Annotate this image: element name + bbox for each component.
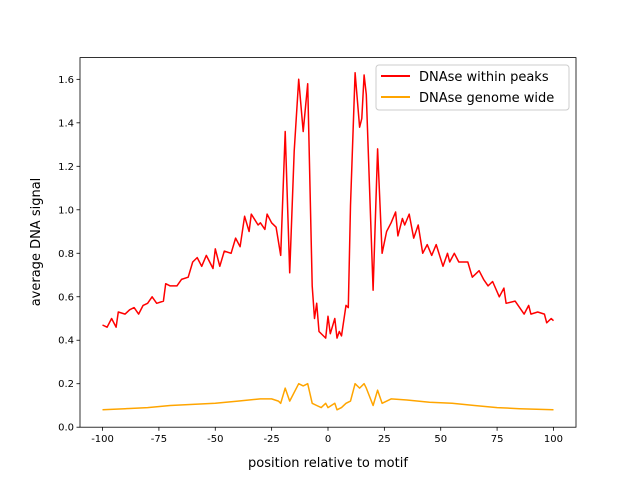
x-axis: -100 -75 -50 -25 0 25 50 75 100 [91, 427, 563, 445]
y-tick-label: 0.0 [58, 423, 74, 434]
legend: DNAse within peaks DNAse genome wide [375, 64, 570, 111]
y-axis-label: average DNA signal [29, 178, 44, 307]
y-tick-label: 1.2 [58, 162, 74, 173]
x-tick-label: 0 [325, 434, 331, 445]
y-tick-label: 0.2 [58, 379, 74, 390]
x-tick-label: 100 [544, 434, 563, 445]
legend-label-peaks: DNAse within peaks [419, 70, 549, 85]
y-tick-label: 1.6 [58, 75, 74, 86]
y-tick-label: 0.8 [58, 249, 74, 260]
x-tick-label: 75 [491, 434, 504, 445]
series-line-dnase-within-peaks [102, 72, 555, 339]
legend-box [375, 64, 570, 111]
y-tick-label: 0.4 [58, 336, 74, 347]
axes-frame [79, 57, 577, 428]
series-line-dnase-genome-wide [102, 382, 554, 411]
y-axis: 0.0 0.2 0.4 0.6 0.8 1.0 1.2 1.4 1.6 [58, 75, 80, 434]
x-tick-label: -50 [207, 434, 223, 445]
plot-area [102, 72, 555, 411]
y-tick-label: 1.0 [58, 205, 74, 216]
x-tick-label: 25 [378, 434, 391, 445]
x-tick-label: -100 [91, 434, 114, 445]
legend-label-genome: DNAse genome wide [419, 91, 554, 106]
x-axis-label: position relative to motif [248, 456, 408, 471]
y-tick-label: 0.6 [58, 292, 74, 303]
x-tick-label: 50 [434, 434, 447, 445]
y-tick-label: 1.4 [58, 118, 74, 129]
x-tick-label: -75 [151, 434, 167, 445]
x-tick-label: -25 [263, 434, 279, 445]
